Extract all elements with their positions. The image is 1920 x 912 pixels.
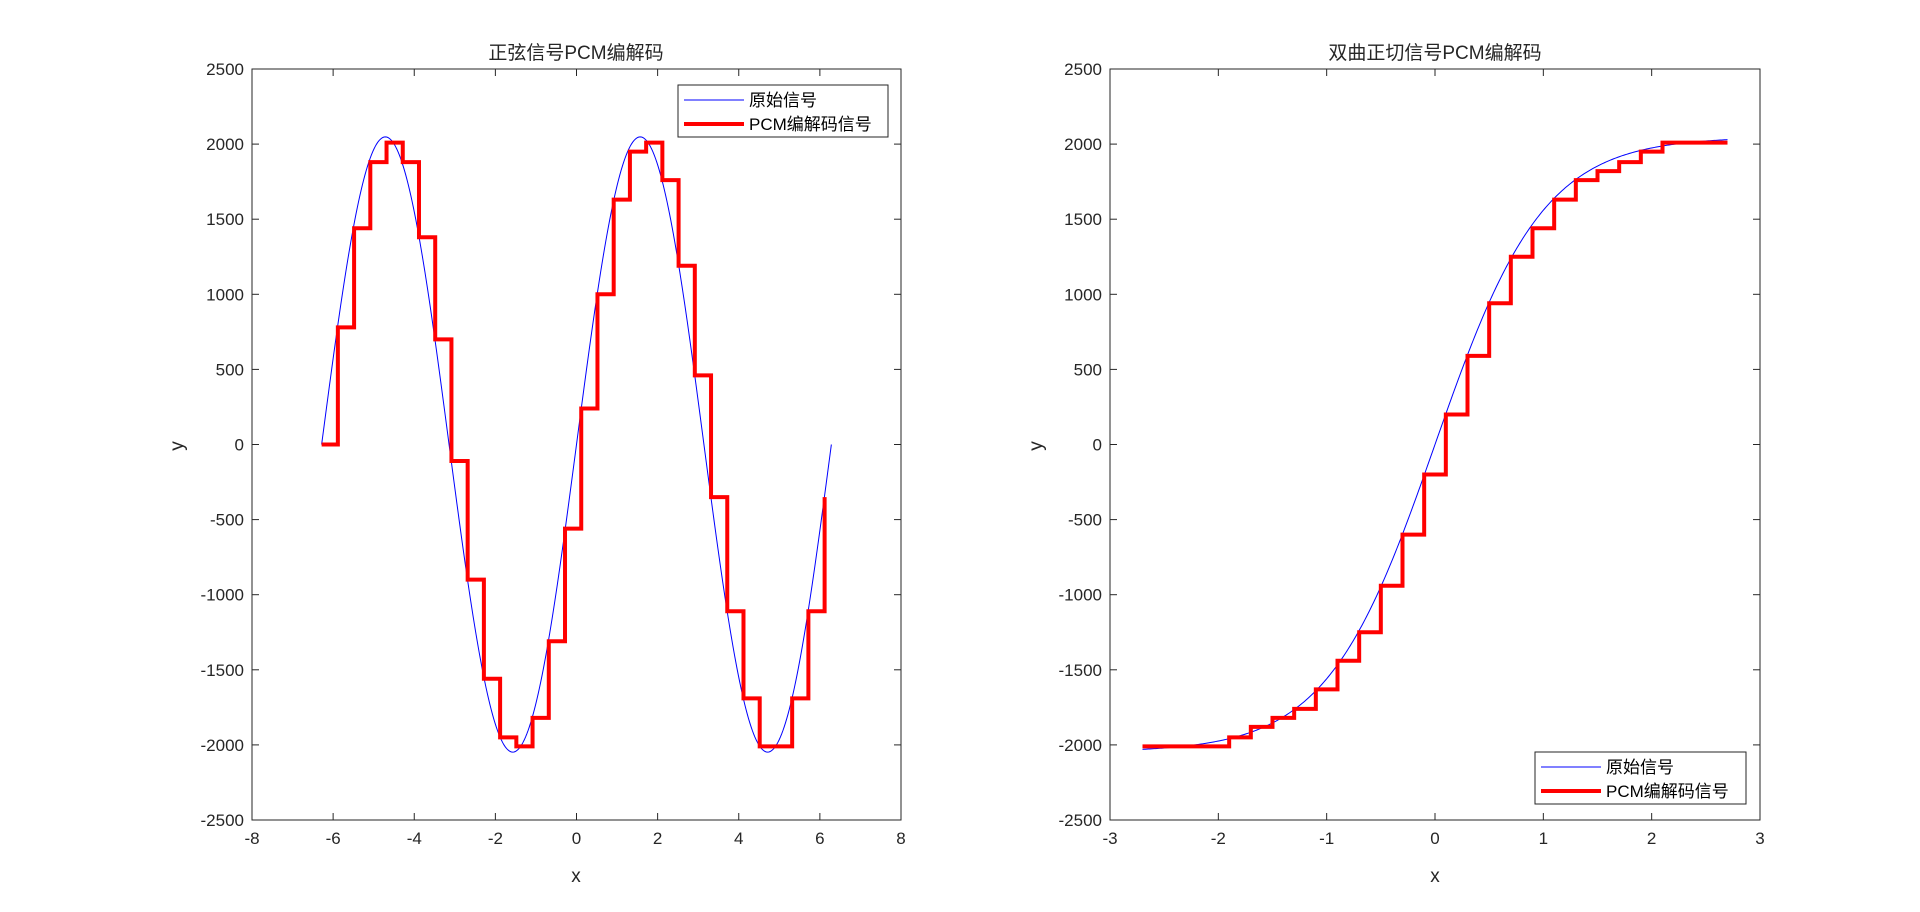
left-y-tick-label: 1500 (206, 210, 244, 229)
left-x-axis-label: x (571, 866, 581, 887)
left-y-tick-label: -2000 (201, 736, 244, 755)
right-x-tick-label: -2 (1211, 829, 1226, 848)
right-y-tick-label: 1000 (1064, 285, 1102, 304)
right-y-tick-label: 500 (1074, 360, 1102, 379)
left-y-tick-label: -2500 (201, 811, 244, 830)
right-y-tick-label: -2500 (1059, 811, 1102, 830)
right-y-tick-label: 1500 (1064, 210, 1102, 229)
right-legend-label-original: 原始信号 (1606, 758, 1674, 777)
left-y-tick-label: 500 (216, 360, 244, 379)
left-y-tick-label: 0 (235, 436, 244, 455)
right-y-tick-label: -1500 (1059, 661, 1102, 680)
left-y-tick-label: -1500 (201, 661, 244, 680)
right-x-tick-label: 2 (1647, 829, 1656, 848)
right-x-tick-label: 1 (1539, 829, 1548, 848)
left-x-tick-label: 8 (896, 829, 905, 848)
right-y-tick-label: 2000 (1064, 135, 1102, 154)
right-y-tick-label: -1000 (1059, 586, 1102, 605)
right-subplot: -3 -2 -1 0 1 2 3 -2500 -2000 -1500 -1000 -500 0 500 10… (1026, 42, 1765, 887)
left-legend-label-pcm: PCM编解码信号 (749, 115, 872, 134)
left-legend-box (677, 84, 889, 138)
right-y-tick-label: 0 (1093, 436, 1102, 455)
left-x-tick-label: -4 (407, 829, 422, 848)
left-y-tick-label: 2500 (206, 60, 244, 79)
left-series-original-line (321, 136, 832, 753)
left-legend-label-original: 原始信号 (749, 91, 817, 110)
right-y-tick-label: 2500 (1064, 60, 1102, 79)
left-y-tick-label: 1000 (206, 285, 244, 304)
left-x-tick-label: -6 (326, 829, 341, 848)
right-x-tick-label: 3 (1755, 829, 1764, 848)
left-legend: 原始信号 PCM编解码信号 (677, 84, 889, 138)
left-chart-title: 正弦信号PCM编解码 (488, 42, 663, 64)
right-legend-box (1534, 751, 1747, 805)
right-y-tick-label: -2000 (1059, 736, 1102, 755)
left-x-tick-label: 0 (572, 829, 581, 848)
left-y-tick-label: -500 (210, 511, 244, 530)
left-plot-frame (251, 68, 902, 821)
right-legend: 原始信号 PCM编解码信号 (1534, 751, 1747, 805)
left-y-tick-label: -1000 (201, 586, 244, 605)
left-y-tick-label: 2000 (206, 135, 244, 154)
left-x-tick-label: -2 (488, 829, 503, 848)
left-x-tick-label: -8 (244, 829, 259, 848)
left-x-tick-label: 6 (815, 829, 824, 848)
left-series-pcm-stairs (321, 140, 827, 749)
left-x-tick-label: 2 (653, 829, 662, 848)
right-x-tick-label: 0 (1430, 829, 1439, 848)
right-x-tick-label: -1 (1319, 829, 1334, 848)
right-legend-label-pcm: PCM编解码信号 (1606, 782, 1729, 801)
right-y-tick-label: -500 (1068, 511, 1102, 530)
left-subplot: -8 -6 -4 -2 0 2 4 6 8 -2500 -2000 -1500 -1000 -500 0 50… (167, 42, 906, 887)
right-x-axis-label: x (1430, 866, 1440, 887)
right-x-tick-label: -3 (1102, 829, 1117, 848)
right-plot-frame (1109, 68, 1761, 821)
right-y-axis-label: y (1026, 441, 1047, 451)
left-x-tick-label: 4 (734, 829, 743, 848)
right-chart-title: 双曲正切信号PCM编解码 (1328, 42, 1541, 64)
left-y-axis-label: y (167, 441, 188, 451)
right-series-pcm-stairs (1142, 140, 1728, 749)
